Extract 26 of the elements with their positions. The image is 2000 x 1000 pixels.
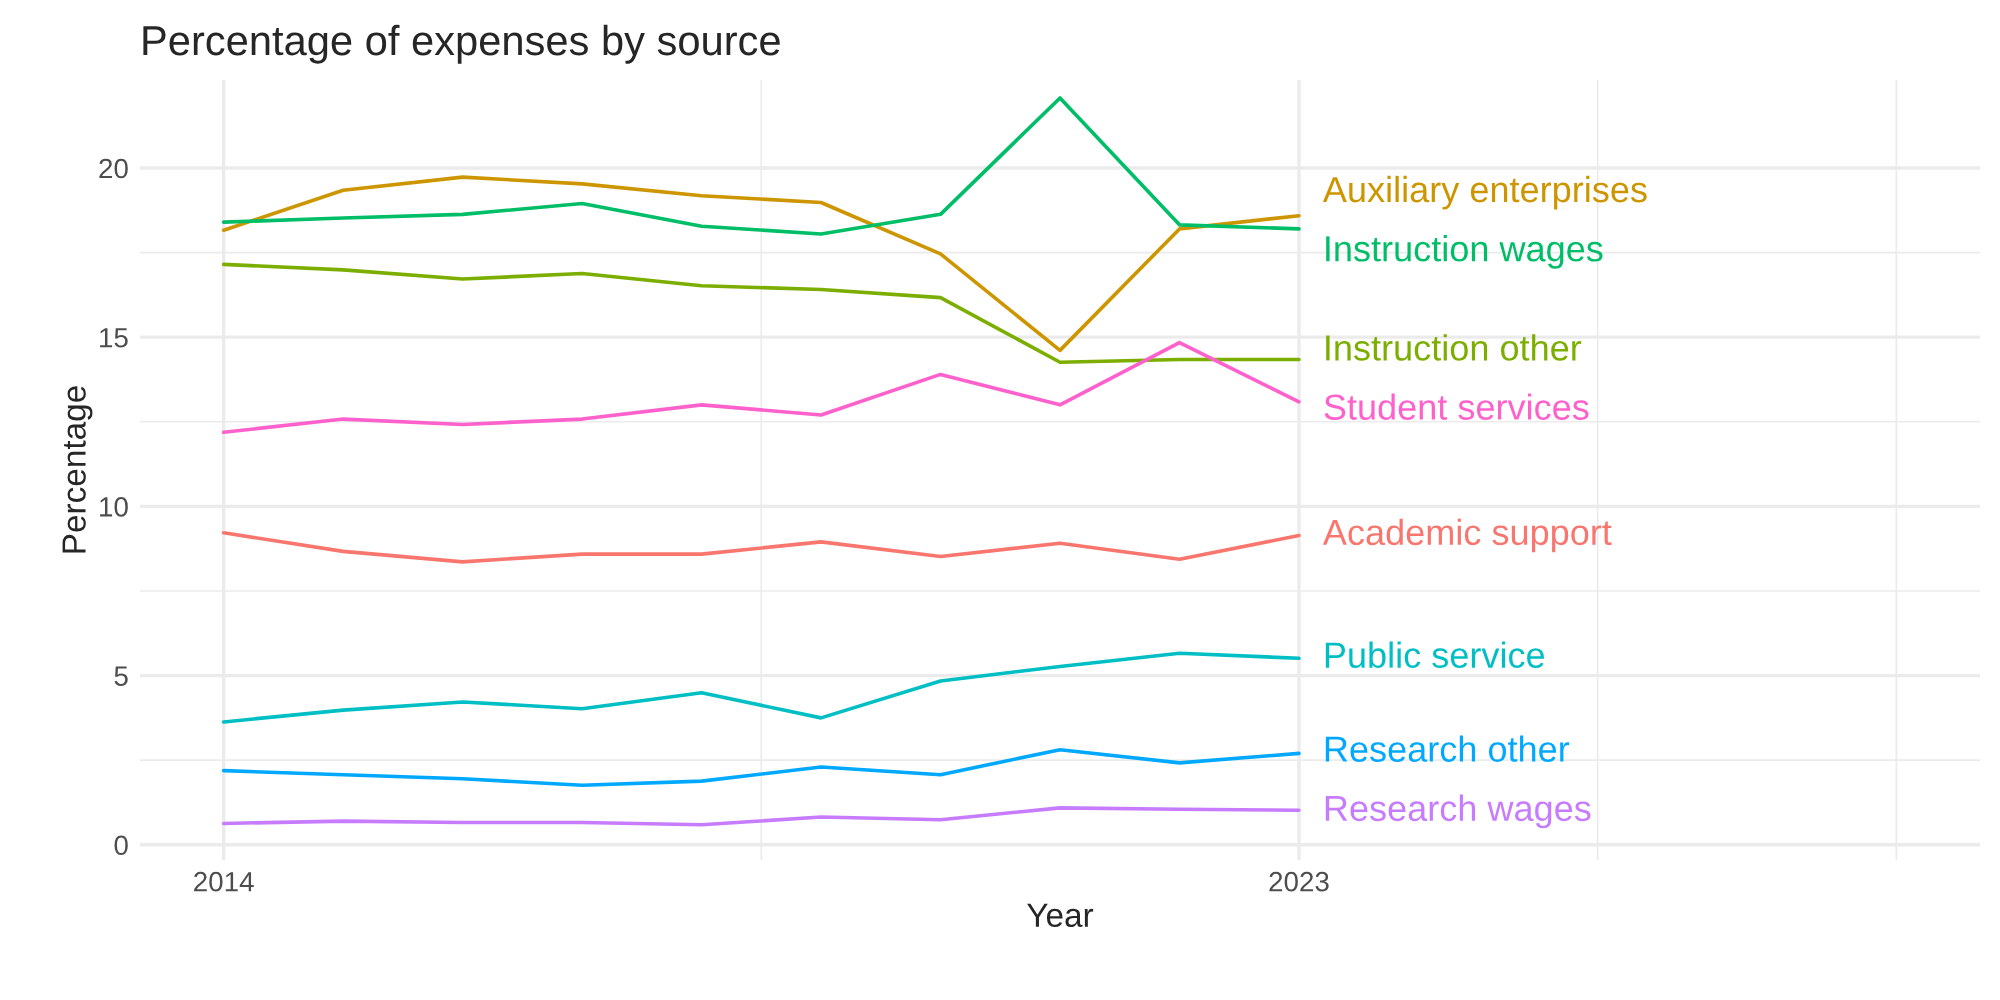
x-tick-label: 2023 [1269,871,1329,892]
series-label: Public service [1325,641,1545,669]
line-series [221,530,1301,564]
series-label: Auxiliary enterprises [1322,175,1647,210]
series-label: Research other [1325,735,1570,762]
y-tick-label: 20 [99,158,128,179]
y-tick-label: 15 [100,328,128,348]
x-axis-title: Year [1027,903,1094,928]
series-label: Research wages [1325,794,1591,829]
y-tick-label: 5 [114,666,128,686]
y-tick-label: 10 [100,497,128,517]
series-label: Academic support [1322,518,1612,553]
series-label: Instruction other [1326,334,1582,361]
series-label: Instruction wages [1326,235,1603,269]
y-tick-label: 0 [114,835,128,856]
x-tick-label: 2014 [194,871,254,892]
line-series [221,651,1301,724]
series-label: Student services [1324,393,1589,420]
line-series [221,806,1301,827]
chart-title: Percentage of expenses by source [143,24,780,64]
line-series [221,262,1301,365]
line-series [221,747,1301,788]
y-axis-title: Percentage [62,386,93,553]
line-series [221,175,1301,353]
line-series [221,340,1301,435]
line-series [221,96,1301,236]
